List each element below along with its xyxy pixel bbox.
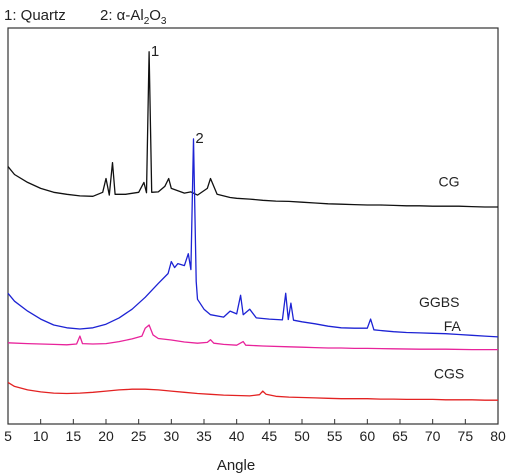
alumina-sub-3: 3 (161, 16, 167, 27)
plot-frame (7, 27, 499, 425)
x-tick-label-60: 60 (360, 428, 376, 444)
alumina-prefix: 2: α-Al (100, 7, 144, 24)
peak-label-1: 1 (151, 43, 159, 60)
series-line-cgs (7, 381, 498, 401)
series-layer (7, 51, 499, 401)
series-line-fa (7, 324, 498, 351)
series-label-ggbs: GGBS (419, 294, 459, 310)
legend-item-alumina: 2: α-Al2O3 (100, 7, 167, 27)
peak-label-2: 2 (195, 130, 203, 147)
series-label-cgs: CGS (434, 365, 464, 381)
x-tick-label-15: 15 (66, 428, 82, 444)
x-tick-label-75: 75 (458, 428, 474, 444)
x-tick-label-40: 40 (229, 428, 245, 444)
legend-note: 1: Quartz 2: α-Al2O3 (4, 7, 167, 27)
x-tick-label-30: 30 (164, 428, 180, 444)
alumina-sub-2: 2 (144, 16, 150, 27)
x-tick-label-70: 70 (425, 428, 441, 444)
alumina-oxygen: O (149, 7, 161, 24)
x-axis-ticks: 5 10 15 20 25 30 35 40 45 50 55 60 65 70 75 80 (4, 419, 506, 444)
x-tick-label-25: 25 (131, 428, 147, 444)
x-tick-label-80: 80 (490, 428, 506, 444)
x-tick-label-65: 65 (392, 428, 408, 444)
x-tick-label-45: 45 (262, 428, 278, 444)
x-tick-label-35: 35 (196, 428, 212, 444)
legend-item-quartz: 1: Quartz (4, 7, 66, 24)
series-labels: CG GGBS FA CGS (419, 173, 464, 381)
x-tick-label-50: 50 (294, 428, 310, 444)
series-line-ggbs (7, 138, 499, 338)
series-label-fa: FA (444, 318, 462, 334)
x-tick-label-20: 20 (98, 428, 114, 444)
x-tick-label-55: 55 (327, 428, 343, 444)
x-axis-label: Angle (217, 457, 255, 474)
peak-labels: 12 (151, 43, 204, 147)
x-tick-label-5: 5 (4, 428, 12, 444)
series-line-cg (7, 51, 498, 208)
series-label-cg: CG (439, 173, 460, 189)
x-tick-label-10: 10 (33, 428, 49, 444)
